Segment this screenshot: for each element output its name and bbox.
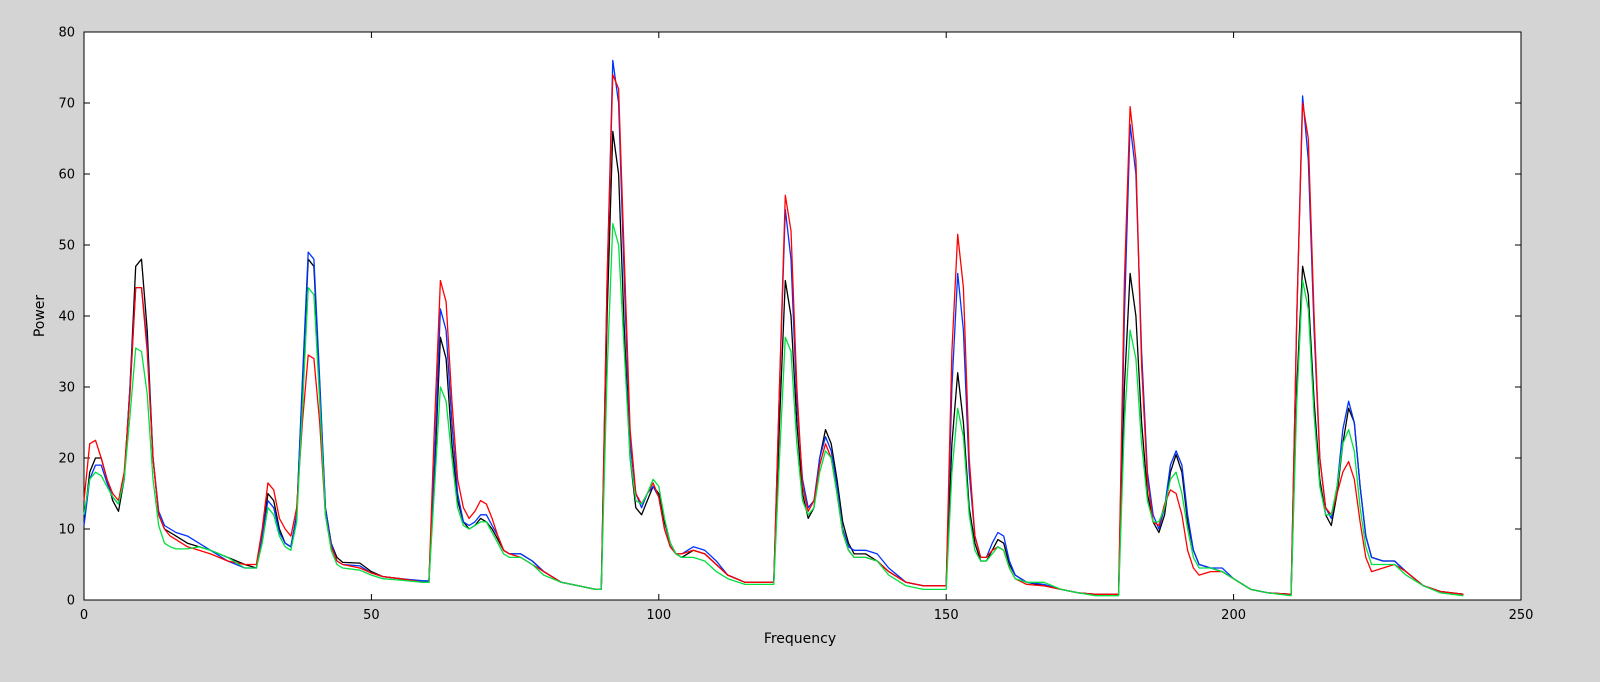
x-tick-label: 100 [646, 608, 671, 623]
series-layer [83, 59, 1464, 597]
series-line [83, 59, 1464, 595]
y-tick-label: 40 [58, 310, 75, 325]
x-tick-label: 250 [1509, 608, 1534, 623]
axis-ticks: 0 50 100 150 200 250 0 10 20 30 40 50 60 70 80 [58, 26, 1533, 624]
x-axis-label: Frequency [764, 631, 836, 647]
x-tick-label: 150 [934, 608, 959, 623]
y-tick-label: 0 [67, 594, 75, 609]
x-tick-label: 200 [1221, 608, 1246, 623]
y-tick-label: 60 [58, 168, 75, 183]
plot-area [83, 31, 1522, 601]
y-tick-label: 10 [58, 523, 75, 538]
y-tick-label: 30 [58, 381, 75, 396]
y-tick-label: 20 [58, 452, 75, 467]
x-tick-label: 0 [80, 608, 88, 623]
x-tick-label: 50 [363, 608, 380, 623]
y-tick-label: 50 [58, 239, 75, 254]
series-line [83, 223, 1464, 597]
y-axis-label: Power [32, 295, 48, 338]
series-line [83, 73, 1464, 595]
y-tick-label: 80 [58, 26, 75, 41]
y-tick-label: 70 [58, 97, 75, 112]
